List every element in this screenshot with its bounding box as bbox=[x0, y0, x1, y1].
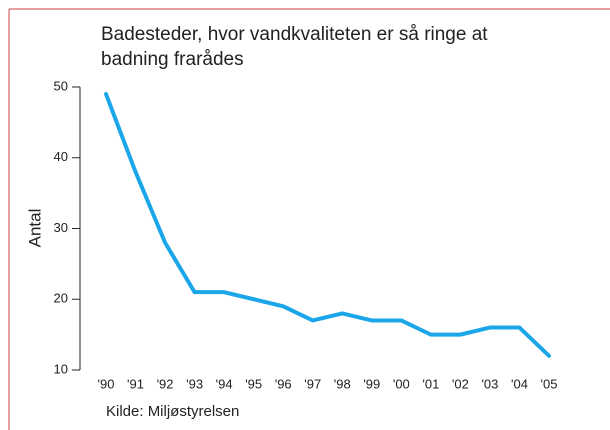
y-tick-label: 50 bbox=[54, 78, 68, 93]
x-tick-label: '91 bbox=[127, 376, 144, 391]
x-tick-label: '94 bbox=[216, 376, 233, 391]
y-tick-label: 10 bbox=[54, 361, 68, 376]
x-tick-label: '00 bbox=[393, 376, 410, 391]
data-line bbox=[104, 92, 551, 358]
x-tick-label: '05 bbox=[541, 376, 558, 391]
x-tick-label: '93 bbox=[186, 376, 203, 391]
x-tick-label: '01 bbox=[422, 376, 439, 391]
x-tick-label: '92 bbox=[157, 376, 174, 391]
source: Kilde: Miljøstyrelsen bbox=[106, 403, 239, 420]
x-tick-label: '02 bbox=[452, 376, 469, 391]
x-tick-label: '98 bbox=[334, 376, 351, 391]
x-tick-label: '90 bbox=[98, 376, 115, 391]
x-tick-label: '97 bbox=[304, 376, 321, 391]
y-tick-label: 40 bbox=[54, 149, 68, 164]
chart-title: Badesteder, hvor vandkvaliteten er så ri… bbox=[101, 24, 488, 70]
x-tick-label: '03 bbox=[481, 376, 498, 391]
x-tick-label: '96 bbox=[275, 376, 292, 391]
x-tick-label: '99 bbox=[363, 376, 380, 391]
x-tick-label: '04 bbox=[511, 376, 528, 391]
y-axis-label: Antal bbox=[25, 209, 44, 248]
y-tick-label: 20 bbox=[54, 291, 68, 306]
y-tick-label: 30 bbox=[54, 220, 68, 235]
x-tick-label: '95 bbox=[245, 376, 262, 391]
